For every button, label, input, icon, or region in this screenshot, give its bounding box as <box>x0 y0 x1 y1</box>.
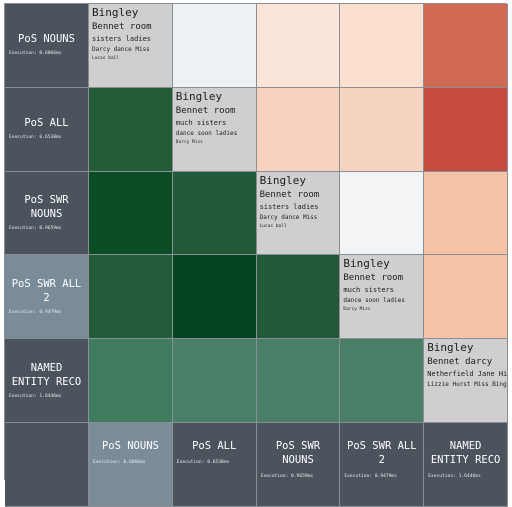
col-header-execution: Execution: 0.9659ms <box>260 473 314 479</box>
heatmap-cell[interactable] <box>172 171 257 256</box>
wordcloud-line: much sisters <box>343 286 394 295</box>
wordcloud-line: sisters ladies <box>259 202 319 211</box>
col-header-execution: Execution: 0.6530ms <box>176 459 230 465</box>
heatmap-cell[interactable] <box>89 171 173 256</box>
wordcloud-line: sisters ladies <box>92 35 152 43</box>
wordcloud-line: Bingley <box>427 341 474 355</box>
heatmap-cell[interactable] <box>424 4 508 88</box>
col-header-title: NAMED ENTITY RECO <box>430 439 501 466</box>
wordcloud-line: Bennet room <box>175 105 236 116</box>
heatmap-cell[interactable] <box>89 339 173 423</box>
wordcloud-line: Bennet darcy <box>427 357 493 368</box>
heatmap-cell[interactable] <box>256 87 341 172</box>
col-header-title: PoS SWR NOUNS <box>275 439 321 466</box>
row-header-title: NAMED ENTITY RECO <box>11 361 82 388</box>
row-header-execution: Execution: 0.9479ms <box>9 309 62 315</box>
wordcloud-line: Darcy dance Miss <box>259 213 318 221</box>
col-header-4[interactable]: NAMED ENTITY RECO Execution: 1.6446ms <box>424 422 508 507</box>
row-header-execution: Execution: 1.6446ms <box>9 393 62 399</box>
heatmap-cell[interactable] <box>256 4 341 88</box>
col-header-execution: Execution: 1.6446ms <box>428 473 481 479</box>
heatmap-cell[interactable] <box>340 87 425 172</box>
wordcloud-line: Lizzie Hurst Miss Bingley Lizzy <box>427 381 507 389</box>
wordcloud-line: Bennet room <box>259 189 320 200</box>
wordcloud-line: much sisters <box>175 118 227 127</box>
wordcloud-line: Bingley <box>92 6 139 19</box>
wordcloud-line: Bennet room <box>92 22 152 32</box>
heatmap-cell[interactable] <box>340 4 425 88</box>
row-header-4[interactable]: NAMED ENTITY RECO Execution: 1.6446ms <box>5 339 89 423</box>
corner-cell <box>5 422 89 507</box>
wordcloud-line: Lucas ball <box>92 56 120 61</box>
heatmap-cell[interactable] <box>340 339 425 423</box>
col-header-2[interactable]: PoS SWR NOUNS Execution: 0.9659ms <box>256 422 341 507</box>
heatmap-cell[interactable] <box>89 87 173 172</box>
row-header-3[interactable]: PoS SWR ALL 2 Execution: 0.9479ms <box>5 255 89 340</box>
wordcloud-line: Bingley <box>259 173 306 187</box>
wordcloud-cell[interactable]: Bingley Bennet room sisters ladies Darcy da… <box>256 171 341 256</box>
heatmap-cell[interactable] <box>89 255 173 340</box>
row-header-2[interactable]: PoS SWR NOUNS Execution: 0.9659ms <box>5 171 89 256</box>
wordcloud-line: Darcy Miss <box>175 139 203 145</box>
wordcloud-cell[interactable]: Bingley Bennet darcy Netherfield Jane Hing… <box>424 339 508 423</box>
heatmap-cell[interactable] <box>256 339 341 423</box>
wordcloud-cell[interactable]: Bingley Bennet room sisters ladies Darcy da… <box>89 4 173 88</box>
row-header-execution: Execution: 0.6066ms <box>9 51 62 57</box>
row-header-title: PoS NOUNS <box>18 33 75 46</box>
heatmap-cell[interactable] <box>424 255 508 340</box>
wordcloud-line: Bingley <box>175 89 223 103</box>
col-header-title: PoS NOUNS <box>101 439 159 452</box>
col-header-execution: Execution: 0.6066ms <box>93 459 146 465</box>
col-header-title: PoS ALL <box>192 439 237 452</box>
similarity-matrix: PoS NOUNS Execution: 0.6066ms Bingley Benne… <box>4 3 508 507</box>
heatmap-cell[interactable] <box>172 255 257 340</box>
col-header-3[interactable]: PoS SWR ALL 2 Execution: 0.9479ms <box>340 422 425 507</box>
col-header-0[interactable]: PoS NOUNS Execution: 0.6066ms <box>89 422 173 507</box>
row-header-0[interactable]: PoS NOUNS Execution: 0.6066ms <box>5 4 89 88</box>
wordcloud-cell[interactable]: Bingley Bennet room much sisters dance soon… <box>340 255 425 340</box>
col-header-1[interactable]: PoS ALL Execution: 0.6530ms <box>172 422 257 507</box>
wordcloud-line: Darcy dance Miss <box>92 46 150 53</box>
heatmap-cell[interactable] <box>256 255 341 340</box>
heatmap-cell[interactable] <box>172 4 257 88</box>
col-header-execution: Execution: 0.9479ms <box>344 473 397 479</box>
row-header-title: PoS SWR ALL 2 <box>11 277 82 304</box>
wordcloud-line: dance soon ladies <box>175 129 238 137</box>
row-header-execution: Execution: 0.9659ms <box>9 225 62 231</box>
heatmap-cell[interactable] <box>424 171 508 256</box>
row-header-title: PoS ALL <box>24 117 69 130</box>
wordcloud-line: dance soon ladies <box>343 297 405 305</box>
col-header-title: PoS SWR ALL 2 <box>347 439 417 466</box>
heatmap-cell[interactable] <box>340 171 425 256</box>
row-header-execution: Execution: 0.6530ms <box>9 135 62 141</box>
wordcloud-line: Lucas ball <box>259 223 287 229</box>
wordcloud-line: Netherfield Jane Hingleyees <box>427 370 508 379</box>
row-header-1[interactable]: PoS ALL Execution: 0.6530ms <box>5 87 89 172</box>
row-header-title: PoS SWR NOUNS <box>24 193 69 220</box>
wordcloud-line: Bingley <box>343 257 390 271</box>
wordcloud-line: Darcy Miss <box>343 307 371 313</box>
heatmap-cell[interactable] <box>424 87 508 172</box>
wordcloud-line: Bennet room <box>343 273 403 284</box>
heatmap-cell[interactable] <box>172 339 257 423</box>
wordcloud-cell[interactable]: Bingley Bennet room much sisters dance soon… <box>172 87 257 172</box>
